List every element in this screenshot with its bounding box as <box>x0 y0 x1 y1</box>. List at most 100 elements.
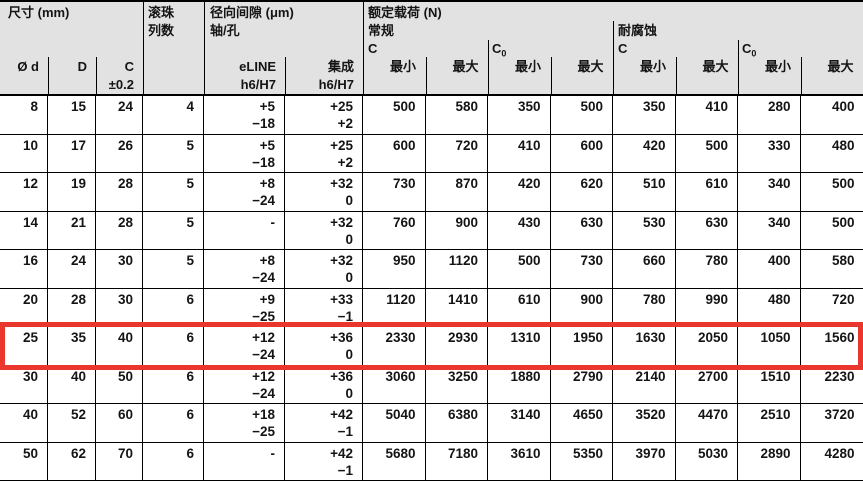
col-header-max: 最大 <box>827 59 854 74</box>
cell-outer: 21 <box>48 211 96 249</box>
cell-outer: 62 <box>48 442 96 480</box>
table-row: 14 21 28 5- +32 0 760 900 430 630 530 630 340 500 <box>0 211 863 250</box>
cell-d: 8 <box>0 96 48 134</box>
cell-load-c-max: 580 <box>426 96 488 134</box>
cell-c: 50 <box>96 365 143 403</box>
cell-outer: 35 <box>48 327 96 365</box>
cell-load-cr-c-max: 2700 <box>676 365 738 403</box>
cell-c: 60 <box>96 404 143 442</box>
header-divider <box>285 57 286 96</box>
cell-eline: - <box>204 211 285 249</box>
cell-load-c0-min: 500 <box>488 250 551 288</box>
cell-balls: 5 <box>143 134 204 172</box>
cell-d: 12 <box>0 173 48 211</box>
cell-load-c0-max: 2790 <box>551 365 613 403</box>
col-header-eline-line2: h6/H7 <box>240 77 276 92</box>
cell-load-c0-max: 620 <box>551 173 613 211</box>
cell-c: 30 <box>96 250 143 288</box>
cell-load-c-max: 7180 <box>426 442 488 480</box>
col-header-min: 最小 <box>514 59 541 74</box>
c0-base: C <box>742 41 752 56</box>
cell-load-c0-max: 5350 <box>551 442 613 480</box>
cell-d: 10 <box>0 134 48 172</box>
col-header-integrated-line2: h6/H7 <box>318 77 354 92</box>
cell-outer: 24 <box>48 250 96 288</box>
cell-load-cr-c-min: 780 <box>613 288 676 326</box>
table-row: 8 15 24 4 +5 −18 +25 +2 500 580 350 500 350 410 280 400 <box>0 96 863 135</box>
cell-c: 24 <box>96 96 143 134</box>
cell-outer: 15 <box>48 96 96 134</box>
cell-d: 20 <box>0 288 48 326</box>
cell-load-cr-c-min: 3520 <box>613 404 676 442</box>
cell-load-c0-min: 420 <box>488 173 551 211</box>
cell-c: 28 <box>96 211 143 249</box>
cell-d: 40 <box>0 404 48 442</box>
cell-load-cr-c-max: 410 <box>676 96 738 134</box>
col-header-max: 最大 <box>452 59 479 74</box>
cell-load-c-max: 1410 <box>426 288 488 326</box>
cell-eline: +5 −18 <box>204 134 285 172</box>
c0-base: C <box>492 41 502 56</box>
header-divider <box>550 57 552 96</box>
cell-load-cr-c-max: 990 <box>676 288 738 326</box>
cell-load-cr-c0-max: 3720 <box>824 407 855 422</box>
c0-sub: 0 <box>751 48 757 59</box>
header-standard-c: C <box>368 41 378 56</box>
cell-load-cr-c0-max: 2230 <box>824 368 855 384</box>
cell-load-cr-c0-max: 400 <box>831 99 855 114</box>
cell-load-c-min: 5040 <box>363 404 426 442</box>
cell-d: 25 <box>0 327 48 365</box>
cell-load-cr-c0-min: 480 <box>738 288 801 326</box>
cell-d: 30 <box>0 365 48 403</box>
cell-c: 30 <box>96 288 143 326</box>
cell-balls: 5 <box>143 211 204 249</box>
cell-eline: +5 −18 <box>204 96 285 134</box>
cell-integrated: +25 +2 <box>285 134 363 172</box>
header-divider <box>738 40 739 96</box>
cell-integrated: +42 −1 <box>285 404 363 442</box>
header-divider <box>800 57 802 96</box>
col-header-d: Ø d <box>17 59 39 74</box>
cell-load-cr-c0-max: 500 <box>831 214 855 230</box>
cell-eline: +12 −24 <box>204 327 285 365</box>
cell-load-c-min: 2330 <box>363 327 426 365</box>
header-divider <box>96 57 97 96</box>
cell-balls: 5 <box>143 250 204 288</box>
cell-integrated: +33 −1 <box>285 288 363 326</box>
cell-load-cr-c0-min: 280 <box>738 96 801 134</box>
cell-load-cr-c-min: 3970 <box>613 442 676 480</box>
cell-integrated: +36 0 <box>285 327 363 365</box>
header-divider <box>488 40 489 96</box>
cell-load-c0-max: 4650 <box>551 404 613 442</box>
header-ball-rows-line2: 列数 <box>148 23 175 38</box>
cell-integrated: +25 +2 <box>285 96 363 134</box>
cell-load-cr-c-max: 2050 <box>676 327 738 365</box>
header-divider <box>425 57 427 96</box>
cell-load-c0-max: 600 <box>551 134 613 172</box>
cell-load-c0-max: 500 <box>551 96 613 134</box>
cell-load-cr-c0-min: 340 <box>738 211 801 249</box>
col-header-integrated-line1: 集成 <box>327 59 354 74</box>
cell-load-c-max: 720 <box>426 134 488 172</box>
cell-load-c0-min: 610 <box>488 288 551 326</box>
table-row: 50 62 70 6- +42 −1 5680 7180 3610 5350 3970 5030 289… <box>0 442 863 481</box>
cell-integrated: +32 0 <box>285 173 363 211</box>
cell-load-cr-c-max: 780 <box>676 250 738 288</box>
header-ball-rows-line1: 滚珠 <box>148 5 175 20</box>
cell-load-cr-c0-max: 580 <box>831 253 855 268</box>
cell-integrated: +32 0 <box>285 250 363 288</box>
header-divider <box>48 57 49 96</box>
cell-load-cr-c-min: 350 <box>613 96 676 134</box>
cell-load-c-max: 870 <box>426 173 488 211</box>
col-header-outer: D <box>77 59 87 74</box>
header-standard-c0: C0 <box>492 41 506 62</box>
cell-load-c-max: 1120 <box>426 250 488 288</box>
cell-load-cr-c0-min: 1050 <box>738 327 801 365</box>
cell-load-c0-min: 1880 <box>488 365 551 403</box>
cell-load-c0-min: 430 <box>488 211 551 249</box>
cell-load-cr-c0-min: 340 <box>738 173 801 211</box>
cell-eline: +8 −24 <box>204 250 285 288</box>
cell-outer: 40 <box>48 365 96 403</box>
header-clearance-line1: 径向间隙 (μm) <box>210 5 294 20</box>
